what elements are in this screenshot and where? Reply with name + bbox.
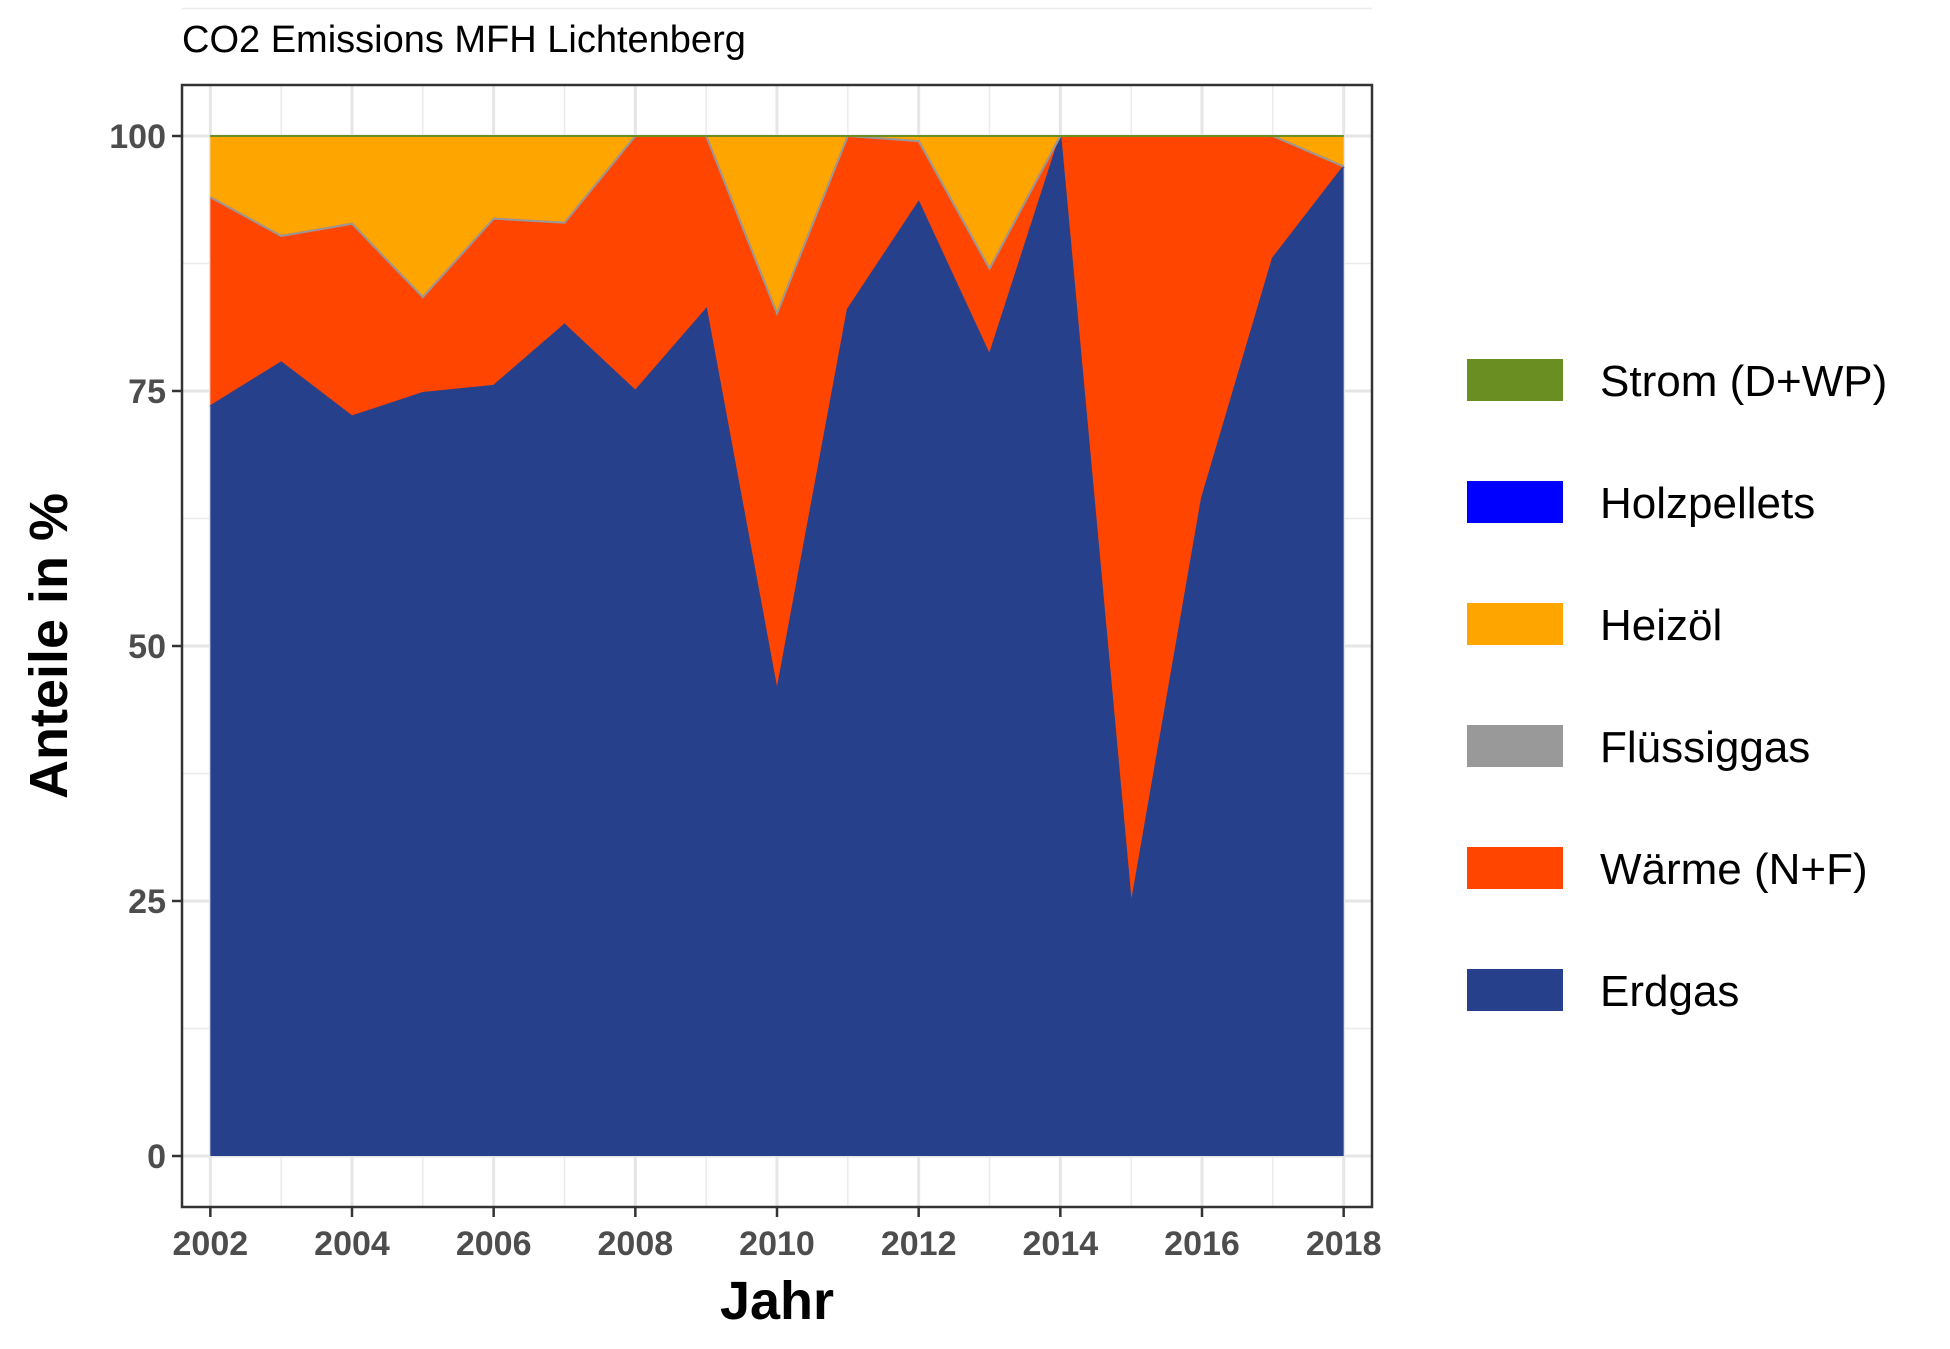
x-tick-label: 2012 xyxy=(881,1225,957,1263)
legend-key xyxy=(1467,725,1563,767)
legend-key xyxy=(1467,969,1563,1011)
area-heizöl xyxy=(210,136,1344,314)
y-axis-title: Anteile in % xyxy=(19,493,79,799)
plot-panel xyxy=(180,7,1374,1209)
legend-key xyxy=(1467,359,1563,401)
x-axis-title: Jahr xyxy=(720,1271,834,1331)
y-tick-label: 75 xyxy=(128,373,166,411)
edge-erdgas xyxy=(209,135,1345,907)
x-axis: 2002 2004 2006 2008 2010 2012 2014 2016 2018 xyxy=(173,1207,1382,1263)
x-tick-label: 2010 xyxy=(739,1225,815,1263)
y-tick-label: 100 xyxy=(109,118,166,156)
area-wärme-n-f xyxy=(210,136,1344,907)
legend-key xyxy=(1467,481,1563,523)
x-tick-label: 2014 xyxy=(1023,1225,1099,1263)
legend-label: Strom (D+WP) xyxy=(1600,357,1887,406)
legend-label: Flüssiggas xyxy=(1600,723,1810,772)
legend-label: Erdgas xyxy=(1600,967,1739,1016)
chart-title: CO2 Emissions MFH Lichtenberg xyxy=(182,19,746,61)
y-tick-label: 25 xyxy=(128,883,166,921)
legend-key xyxy=(1467,847,1563,889)
series-edges xyxy=(209,134,1345,907)
x-tick-label: 2006 xyxy=(456,1225,532,1263)
y-tick-label: 0 xyxy=(147,1138,166,1176)
legend-label: Holzpellets xyxy=(1600,479,1815,528)
x-tick-label: 2016 xyxy=(1164,1225,1240,1263)
y-axis: 0 25 50 75 100 xyxy=(109,118,182,1176)
legend-key xyxy=(1467,603,1563,645)
x-tick-label: 2018 xyxy=(1306,1225,1382,1263)
y-tick-label: 50 xyxy=(128,628,166,666)
legend-label: Heizöl xyxy=(1600,601,1722,650)
series-areas xyxy=(210,136,1344,1156)
x-tick-label: 2008 xyxy=(598,1225,674,1263)
area-erdgas xyxy=(210,136,1344,1156)
legend-label: Wärme (N+F) xyxy=(1600,845,1868,894)
legend: Strom (D+WP) Holzpellets Heizöl Flüssiggas W… xyxy=(1467,357,1887,1016)
x-tick-label: 2004 xyxy=(314,1225,390,1263)
x-tick-label: 2002 xyxy=(173,1225,249,1263)
